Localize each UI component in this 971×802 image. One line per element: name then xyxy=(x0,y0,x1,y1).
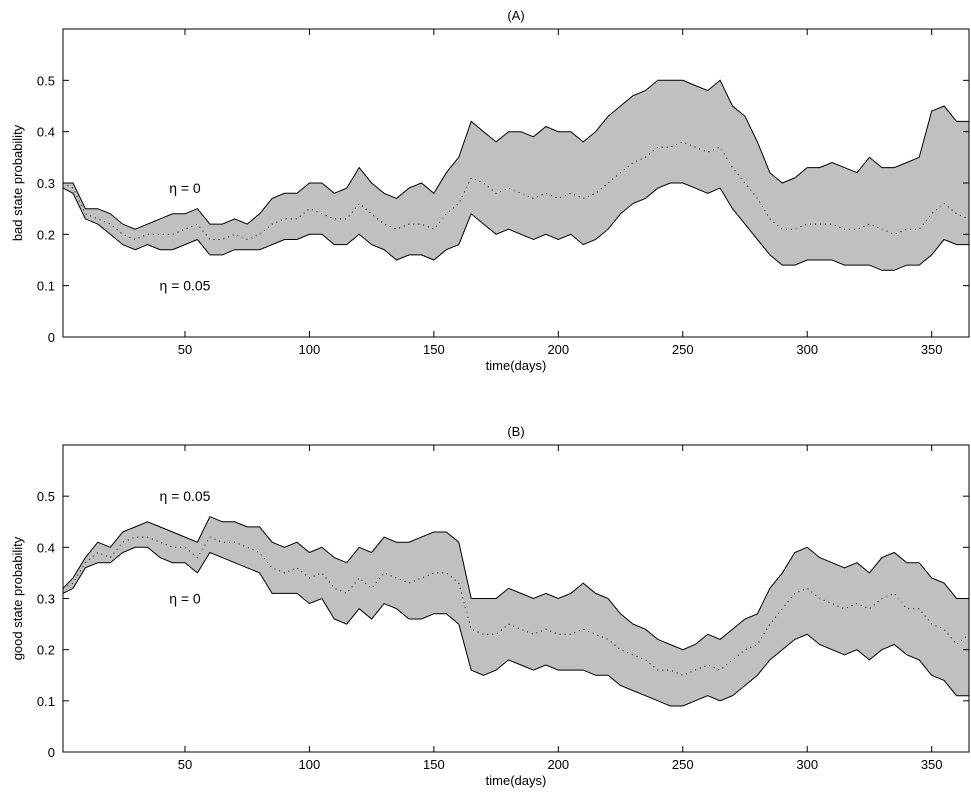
y-tick-label: 0.3 xyxy=(37,592,55,607)
y-axis-label: good state probability xyxy=(10,536,25,660)
annotation-label: η = 0.05 xyxy=(159,488,210,504)
y-tick-label: 0.4 xyxy=(37,540,55,555)
x-tick-label: 250 xyxy=(672,757,694,772)
y-tick-label: 0.5 xyxy=(37,73,55,88)
y-tick-label: 0 xyxy=(48,330,55,345)
series-line-upper xyxy=(63,79,969,230)
y-tick-label: 0.4 xyxy=(37,125,55,140)
x-tick-label: 200 xyxy=(547,757,569,772)
y-tick-label: 0.2 xyxy=(37,227,55,242)
y-tick-label: 0.5 xyxy=(37,489,55,504)
panel-b: 50 100 150 200 250 300 350 0 0.1 0.2 0.3 0.4 0.5 (B) t… xyxy=(10,424,970,788)
x-tick-label: 200 xyxy=(547,342,569,357)
confidence-band xyxy=(63,516,969,706)
chart-title: (A) xyxy=(507,8,524,23)
y-tick-label: 0.1 xyxy=(37,279,55,294)
confidence-band xyxy=(63,80,969,271)
series-line-middle xyxy=(62,141,970,241)
x-tick-label: 250 xyxy=(672,342,694,357)
x-tick-label: 150 xyxy=(423,342,445,357)
x-tick-label: 150 xyxy=(423,757,445,772)
x-tick-label: 300 xyxy=(796,757,818,772)
annotation-label: η = 0 xyxy=(169,591,201,607)
series-line-upper xyxy=(62,515,969,651)
panel-a: 50 100 150 200 250 300 350 0 0.1 0.2 0.3 0.4 0.5 (A) t… xyxy=(10,8,970,373)
series-line-lower xyxy=(62,182,969,271)
y-tick-label: 0 xyxy=(48,745,55,760)
x-tick-label: 100 xyxy=(299,342,321,357)
x-tick-label: 350 xyxy=(921,342,943,357)
x-tick-label: 50 xyxy=(178,757,192,772)
y-tick-label: 0.3 xyxy=(37,176,55,191)
annotation-label: η = 0.05 xyxy=(159,278,210,294)
annotation-label: η = 0 xyxy=(169,180,201,196)
y-tick-label: 0.2 xyxy=(37,643,55,658)
y-axis-label: bad state probability xyxy=(10,124,25,241)
y-tick-label: 0.1 xyxy=(37,694,55,709)
x-tick-label: 300 xyxy=(796,342,818,357)
x-tick-label: 350 xyxy=(921,757,943,772)
series-line-lower xyxy=(62,546,969,707)
chart-title: (B) xyxy=(507,424,524,439)
x-tick-label: 50 xyxy=(178,342,192,357)
x-axis-label: time(days) xyxy=(486,358,547,373)
x-tick-label: 100 xyxy=(299,757,321,772)
x-axis-label: time(days) xyxy=(486,773,547,788)
